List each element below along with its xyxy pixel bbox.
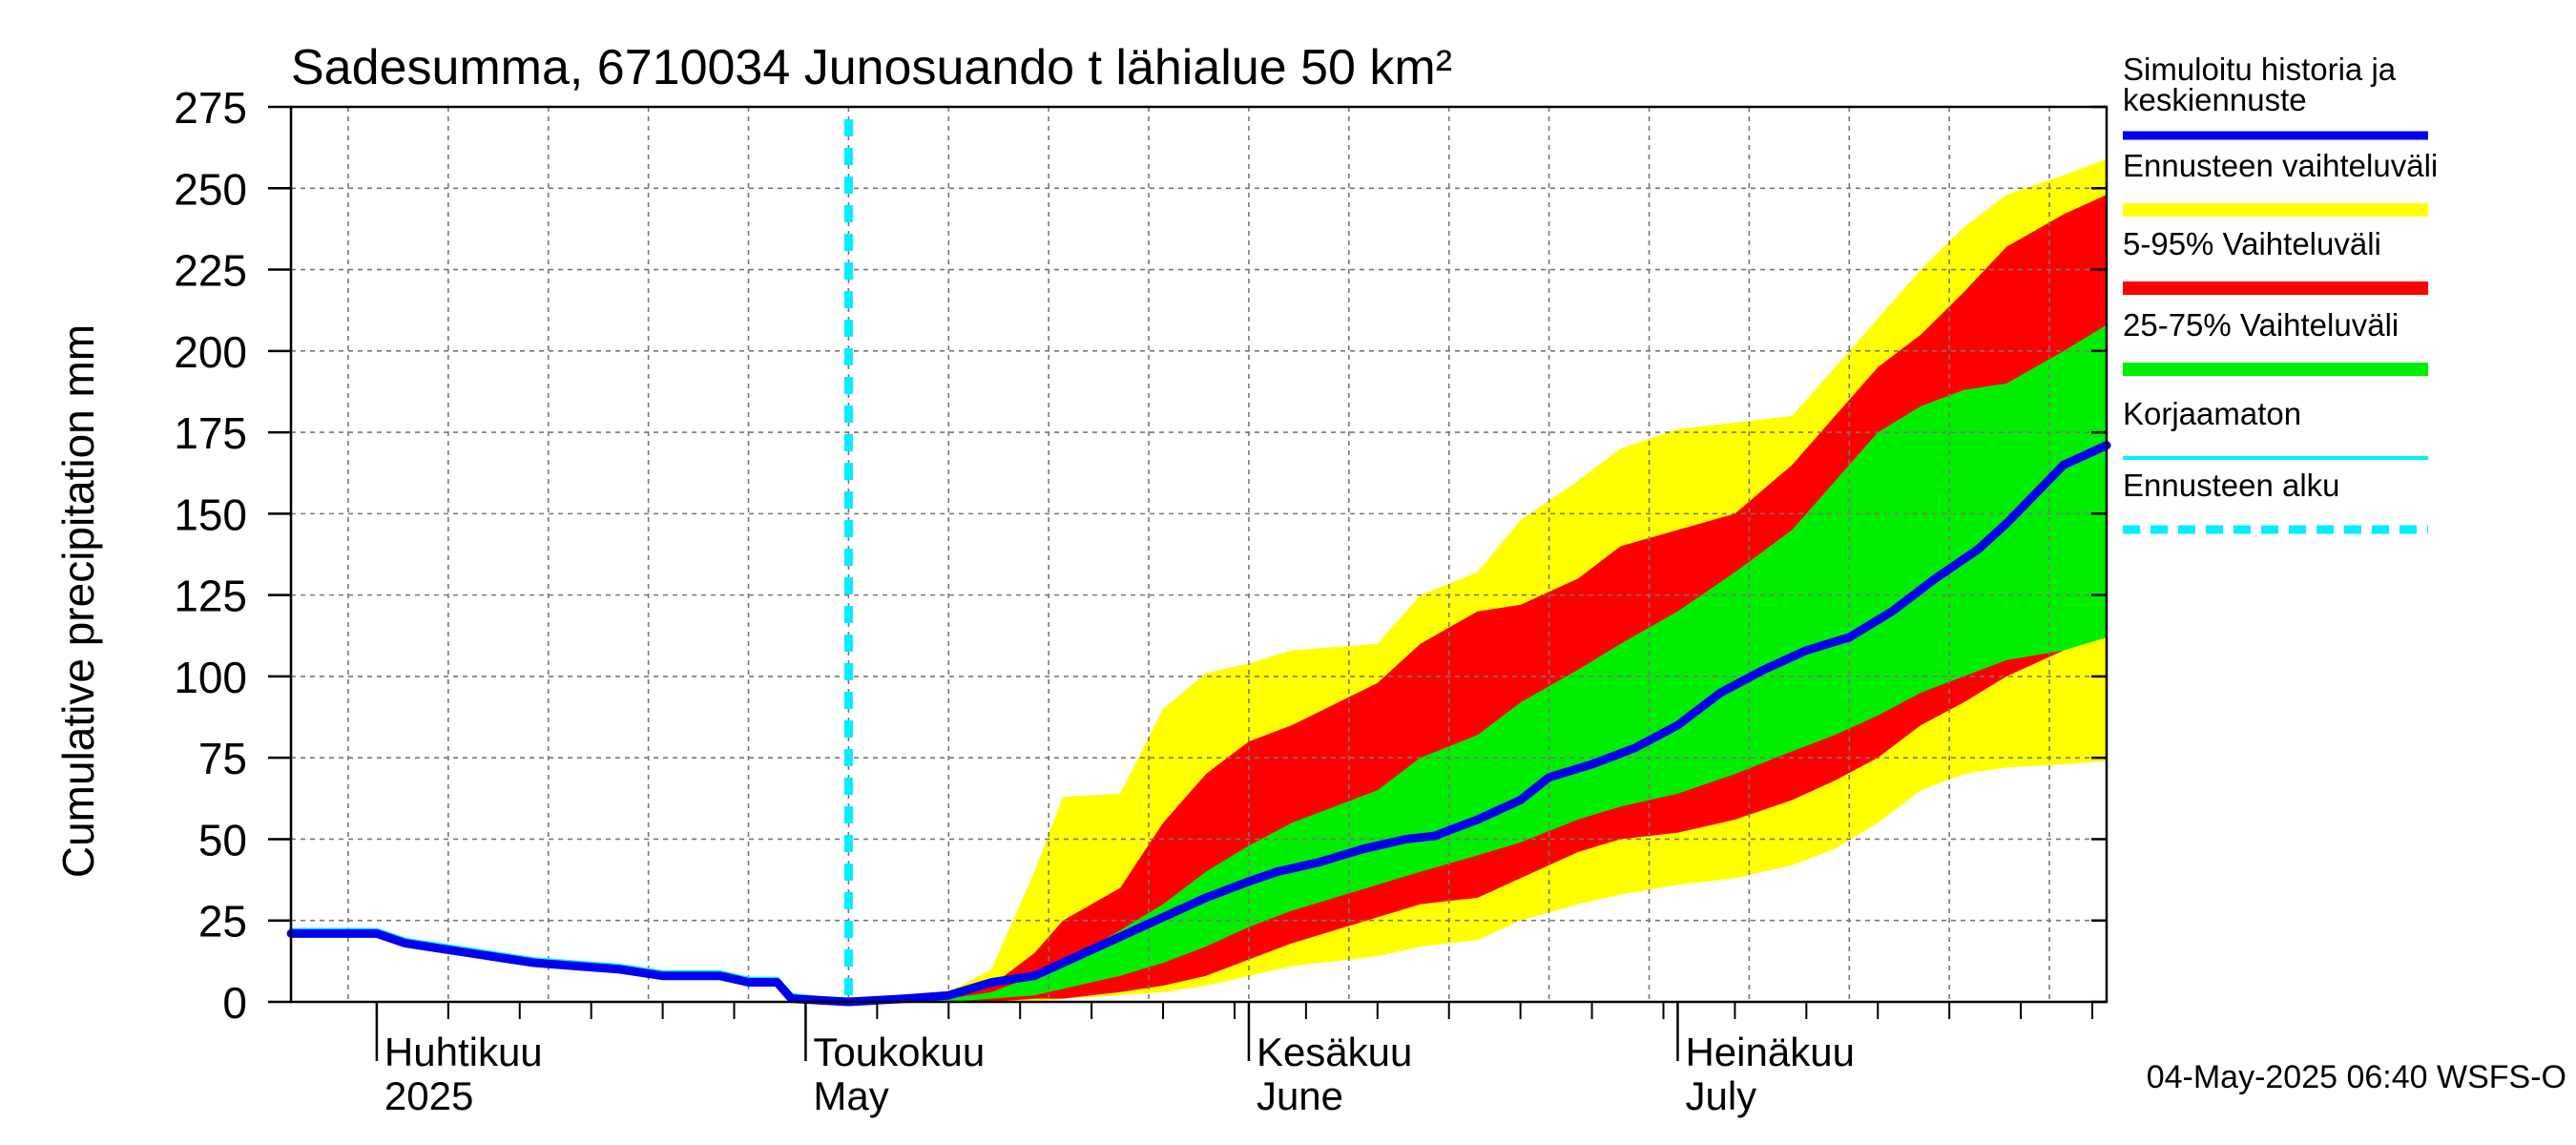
month-label: Toukokuu bbox=[813, 1030, 985, 1074]
legend-label: Ennusteen vaihteluväli bbox=[2123, 148, 2438, 183]
month-sublabel: 2025 bbox=[384, 1073, 473, 1118]
legend-label: Korjaamaton bbox=[2123, 396, 2301, 431]
legend-label: 5-95% Vaihteluväli bbox=[2123, 226, 2381, 261]
y-tick-label: 75 bbox=[198, 734, 247, 783]
legend-label: keskiennuste bbox=[2123, 82, 2307, 117]
band-25-75-vaihteluv-li bbox=[848, 324, 2108, 1003]
y-tick-label: 100 bbox=[174, 653, 247, 702]
y-tick-label: 200 bbox=[174, 327, 247, 377]
legend-item-25-75-vaihteluv-li: 25-75% Vaihteluväli bbox=[2123, 307, 2428, 376]
month-label: Heinäkuu bbox=[1685, 1030, 1854, 1074]
y-tick-label: 25 bbox=[198, 897, 247, 947]
legend-label: Ennusteen alku bbox=[2123, 468, 2340, 503]
chart-title: Sadesumma, 6710034 Junosuando t lähialue… bbox=[291, 40, 1452, 95]
footer-timestamp: 04-May-2025 06:40 WSFS-O bbox=[2147, 1059, 2566, 1095]
plot-area bbox=[286, 106, 2111, 1007]
legend-item-ennusteen-alku: Ennusteen alku bbox=[2123, 468, 2428, 534]
y-tick-label: 275 bbox=[174, 83, 247, 133]
month-label: Kesäkuu bbox=[1257, 1030, 1412, 1074]
y-tick-label: 250 bbox=[174, 164, 247, 214]
month-label: Huhtikuu bbox=[384, 1030, 543, 1074]
y-tick-label: 225 bbox=[174, 246, 247, 296]
series-simuloitu-historia-ja-keskiennuste bbox=[286, 441, 2111, 1007]
legend-label: 25-75% Vaihteluväli bbox=[2123, 307, 2399, 343]
y-axis-label: Cumulative precipitation mm bbox=[53, 324, 103, 878]
legend-item-5-95-vaihteluv-li: 5-95% Vaihteluväli bbox=[2123, 226, 2428, 295]
legend-item-korjaamaton: Korjaamaton bbox=[2123, 396, 2428, 460]
month-sublabel: June bbox=[1257, 1073, 1343, 1118]
month-sublabel: May bbox=[813, 1073, 888, 1118]
y-tick-label: 50 bbox=[198, 815, 247, 864]
legend-item-ennusteen-vaihteluv-li: Ennusteen vaihteluväli bbox=[2123, 148, 2438, 217]
y-tick-label: 150 bbox=[174, 489, 247, 539]
y-tick-label: 0 bbox=[222, 978, 247, 1028]
legend-label: Simuloitu historia ja bbox=[2123, 52, 2397, 87]
band-5-95-vaihteluv-li bbox=[848, 195, 2108, 1002]
month-sublabel: July bbox=[1685, 1073, 1756, 1118]
y-tick-label: 175 bbox=[174, 408, 247, 458]
y-tick-label: 125 bbox=[174, 572, 247, 621]
axes: 0 25 50 75 100 125 150 175 200 225 250 275 Huhtikuu2… bbox=[174, 83, 2109, 1118]
plot-frame bbox=[289, 105, 2109, 1004]
